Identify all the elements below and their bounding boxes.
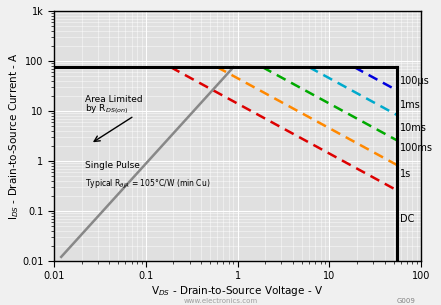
Text: 1ms: 1ms <box>400 100 420 110</box>
Text: Typical R$_{θJA}$ = 105°C/W (min Cu): Typical R$_{θJA}$ = 105°C/W (min Cu) <box>86 178 211 191</box>
Text: Single Pulse: Single Pulse <box>86 161 140 170</box>
Text: 1s: 1s <box>400 169 411 179</box>
Y-axis label: I$_{DS}$ - Drain-to-Source Current - A: I$_{DS}$ - Drain-to-Source Current - A <box>7 52 21 220</box>
Text: DC: DC <box>400 214 414 224</box>
X-axis label: V$_{DS}$ - Drain-to-Source Voltage - V: V$_{DS}$ - Drain-to-Source Voltage - V <box>151 284 324 298</box>
Text: by R$_{DS(on)}$: by R$_{DS(on)}$ <box>86 102 129 116</box>
Text: 100μs: 100μs <box>400 76 429 86</box>
Text: Area Limited: Area Limited <box>86 95 143 104</box>
Text: 100ms: 100ms <box>400 143 433 153</box>
Text: 10ms: 10ms <box>400 123 426 133</box>
Text: www.electronics.com: www.electronics.com <box>183 299 258 304</box>
Text: G009: G009 <box>396 299 415 304</box>
